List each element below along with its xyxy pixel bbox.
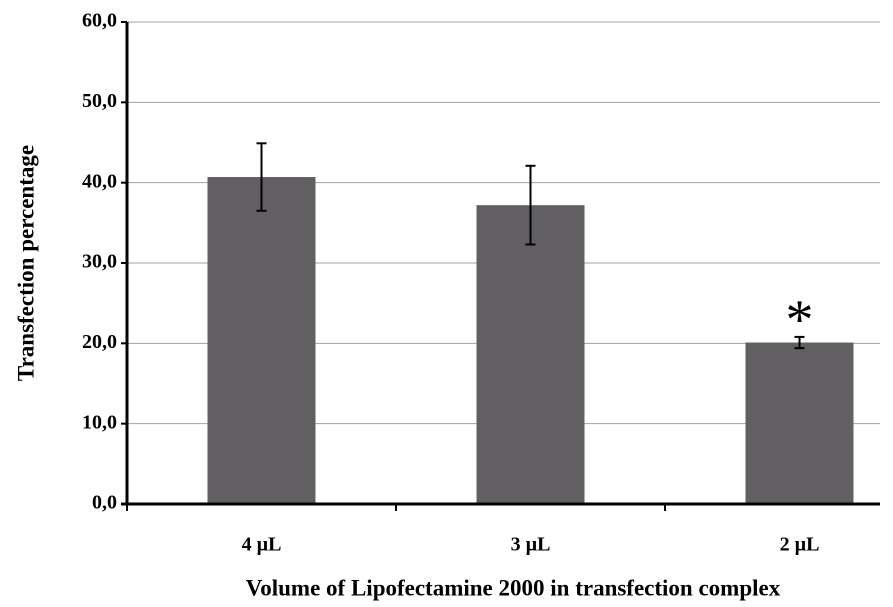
bar bbox=[207, 177, 316, 504]
bar bbox=[476, 205, 585, 504]
x-tick-label: 3 µL bbox=[511, 534, 551, 556]
annotation: * bbox=[786, 289, 814, 351]
y-tick-label: 10,0 bbox=[82, 411, 117, 433]
y-axis-label: Transfection percentage bbox=[13, 145, 38, 381]
bar bbox=[745, 342, 854, 504]
y-tick-label: 20,0 bbox=[82, 331, 117, 353]
y-tick-label: 40,0 bbox=[82, 170, 117, 192]
x-tick-label: 4 µL bbox=[242, 534, 282, 556]
x-axis-label: Volume of Lipofectamine 2000 in transfec… bbox=[246, 575, 781, 600]
error-bar bbox=[794, 335, 805, 350]
x-tick-label: 2 µL bbox=[780, 534, 820, 556]
y-tick-label: 0,0 bbox=[92, 492, 117, 514]
error-bar bbox=[525, 164, 536, 246]
y-tick-label: 30,0 bbox=[82, 251, 117, 273]
error-bar bbox=[256, 142, 267, 212]
y-tick-label: 50,0 bbox=[82, 90, 117, 112]
y-tick-label: 60,0 bbox=[82, 10, 117, 32]
